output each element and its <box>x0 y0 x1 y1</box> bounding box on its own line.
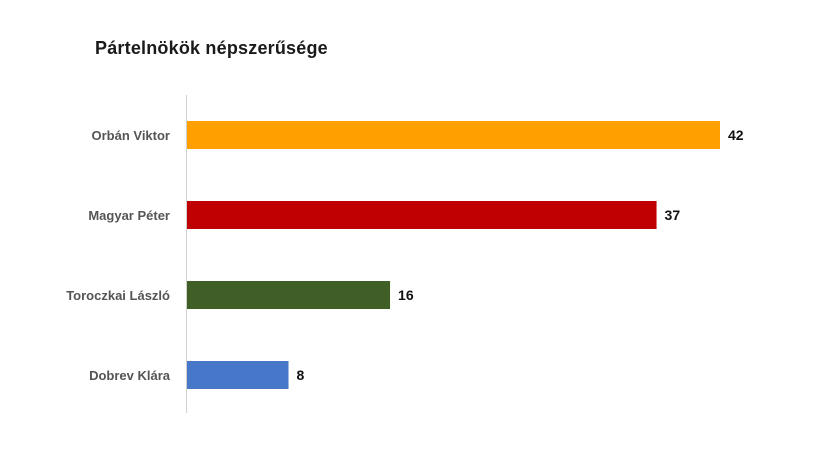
category-label-dobrev-klara: Dobrev Klára <box>89 368 171 383</box>
bar-group-dobrev-klara: Dobrev Klára 8 <box>89 361 305 389</box>
bar-orban-viktor <box>187 121 720 149</box>
bars-layer: Orbán Viktor 42 Magyar Péter 37 Toroczkai Lá… <box>66 121 744 389</box>
bar-group-orban-viktor: Orbán Viktor 42 <box>91 121 744 149</box>
bar-magyar-peter <box>187 201 657 229</box>
value-label-dobrev-klara: 8 <box>297 367 305 383</box>
bar-group-magyar-peter: Magyar Péter 37 <box>88 201 680 229</box>
value-label-magyar-peter: 37 <box>665 207 681 223</box>
category-label-toroczkai-laszlo: Toroczkai László <box>66 288 170 303</box>
value-label-toroczkai-laszlo: 16 <box>398 287 414 303</box>
bar-group-toroczkai-laszlo: Toroczkai László 16 <box>66 281 414 309</box>
bar-toroczkai-laszlo <box>187 281 391 309</box>
chart-title: Pártelnökök népszerűsége <box>95 38 328 58</box>
bar-dobrev-klara <box>187 361 289 389</box>
category-label-magyar-peter: Magyar Péter <box>88 208 170 223</box>
value-label-orban-viktor: 42 <box>728 127 744 143</box>
category-label-orban-viktor: Orbán Viktor <box>91 128 170 143</box>
